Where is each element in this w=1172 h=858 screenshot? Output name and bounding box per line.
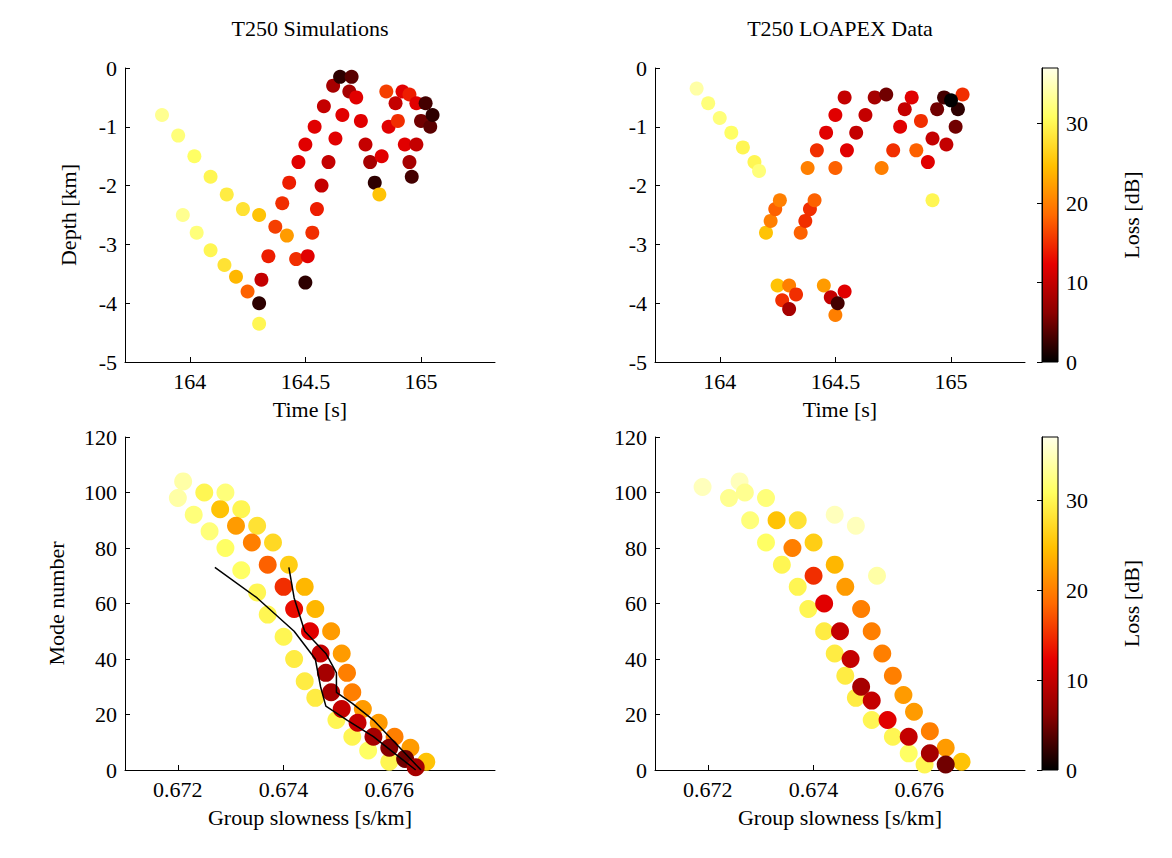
svg-text:Mode number: Mode number bbox=[44, 541, 69, 666]
svg-text:0: 0 bbox=[1066, 350, 1077, 375]
svg-text:120: 120 bbox=[84, 425, 117, 450]
svg-text:165: 165 bbox=[405, 369, 438, 394]
svg-text:-1: -1 bbox=[99, 114, 117, 139]
svg-text:T250 LOAPEX Data: T250 LOAPEX Data bbox=[747, 16, 933, 41]
svg-text:80: 80 bbox=[625, 536, 647, 561]
svg-text:164: 164 bbox=[173, 369, 206, 394]
svg-text:-2: -2 bbox=[99, 173, 117, 198]
svg-text:0.672: 0.672 bbox=[683, 777, 733, 802]
svg-text:-4: -4 bbox=[99, 291, 117, 316]
svg-text:0.676: 0.676 bbox=[365, 777, 415, 802]
svg-text:30: 30 bbox=[1066, 488, 1088, 513]
svg-text:-5: -5 bbox=[629, 350, 647, 375]
svg-text:30: 30 bbox=[1066, 111, 1088, 136]
svg-text:Group slowness [s/km]: Group slowness [s/km] bbox=[738, 805, 942, 830]
svg-text:80: 80 bbox=[95, 536, 117, 561]
svg-text:-4: -4 bbox=[629, 291, 647, 316]
svg-text:10: 10 bbox=[1066, 270, 1088, 295]
svg-text:60: 60 bbox=[625, 591, 647, 616]
svg-text:0.676: 0.676 bbox=[895, 777, 945, 802]
svg-text:Time [s]: Time [s] bbox=[803, 397, 877, 422]
svg-text:100: 100 bbox=[84, 480, 117, 505]
svg-text:20: 20 bbox=[1066, 578, 1088, 603]
svg-text:0: 0 bbox=[636, 56, 647, 81]
svg-text:Time [s]: Time [s] bbox=[273, 397, 347, 422]
svg-text:120: 120 bbox=[614, 425, 647, 450]
svg-text:-2: -2 bbox=[629, 173, 647, 198]
svg-text:0.672: 0.672 bbox=[153, 777, 203, 802]
svg-text:0: 0 bbox=[106, 758, 117, 783]
svg-text:60: 60 bbox=[95, 591, 117, 616]
svg-text:Depth [km]: Depth [km] bbox=[56, 164, 81, 266]
svg-text:164: 164 bbox=[703, 369, 736, 394]
svg-text:-1: -1 bbox=[629, 114, 647, 139]
svg-text:Loss [dB]: Loss [dB] bbox=[1119, 171, 1144, 258]
svg-text:40: 40 bbox=[625, 647, 647, 672]
svg-text:0: 0 bbox=[106, 56, 117, 81]
svg-text:20: 20 bbox=[625, 702, 647, 727]
svg-text:40: 40 bbox=[95, 647, 117, 672]
svg-text:165: 165 bbox=[935, 369, 968, 394]
svg-text:164.5: 164.5 bbox=[281, 369, 331, 394]
svg-text:-3: -3 bbox=[99, 232, 117, 257]
svg-text:10: 10 bbox=[1066, 668, 1088, 693]
svg-text:0.674: 0.674 bbox=[259, 777, 309, 802]
svg-text:0: 0 bbox=[636, 758, 647, 783]
svg-text:100: 100 bbox=[614, 480, 647, 505]
svg-text:20: 20 bbox=[95, 702, 117, 727]
svg-text:20: 20 bbox=[1066, 191, 1088, 216]
svg-text:0: 0 bbox=[1066, 758, 1077, 783]
svg-text:T250 Simulations: T250 Simulations bbox=[231, 16, 388, 41]
svg-text:Loss [dB]: Loss [dB] bbox=[1119, 560, 1144, 647]
svg-text:Group slowness [s/km]: Group slowness [s/km] bbox=[208, 805, 412, 830]
svg-text:0.674: 0.674 bbox=[789, 777, 839, 802]
svg-text:-5: -5 bbox=[99, 350, 117, 375]
svg-text:164.5: 164.5 bbox=[811, 369, 861, 394]
svg-text:-3: -3 bbox=[629, 232, 647, 257]
